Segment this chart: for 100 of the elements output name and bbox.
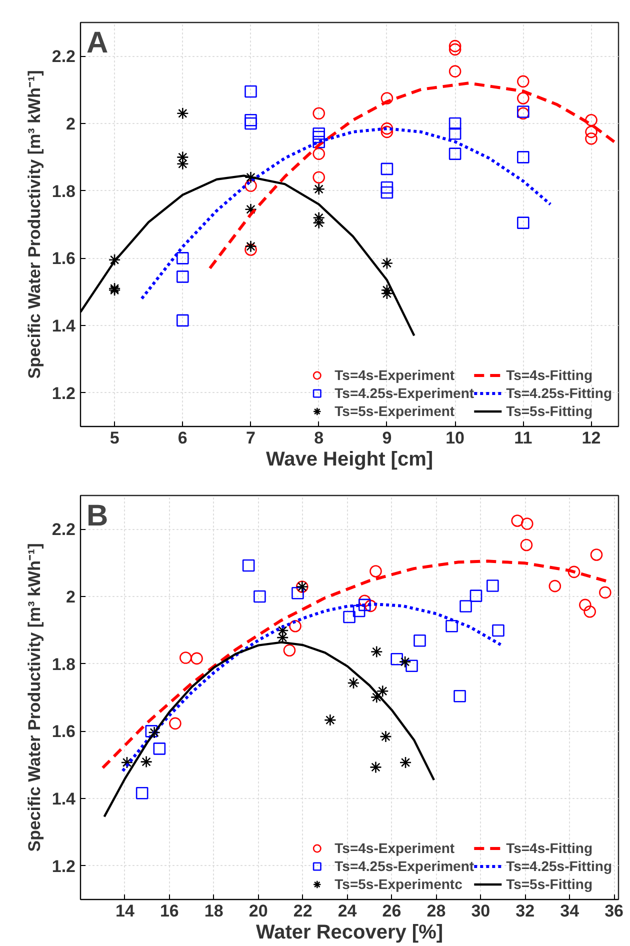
y-tick-label: 1.8	[52, 182, 76, 201]
point	[312, 171, 326, 184]
point	[568, 566, 580, 578]
point	[292, 586, 304, 600]
point	[289, 620, 302, 632]
point	[370, 565, 382, 578]
x-tick-label: 5	[110, 428, 120, 448]
point	[358, 598, 371, 612]
x-tick-label: 14	[116, 902, 135, 920]
point	[190, 652, 203, 665]
point	[370, 646, 383, 658]
point	[244, 85, 257, 98]
annotation: A	[86, 26, 108, 60]
x-tick-label: 24	[338, 902, 358, 920]
x-tick-label: 10	[446, 428, 465, 448]
x-tick-label: 6	[178, 428, 188, 448]
point	[380, 186, 394, 199]
x-tick-label: 18	[204, 902, 224, 920]
y-tick-label: 1.8	[52, 654, 76, 674]
point	[448, 127, 462, 140]
legend-label: Ts=5s-Fitting	[506, 875, 593, 893]
point	[276, 624, 289, 637]
point	[380, 181, 394, 194]
x-tick-label: 16	[160, 902, 179, 920]
x-tick-label: 8	[314, 428, 324, 448]
x-tick-label: 11	[514, 428, 532, 448]
point	[140, 756, 152, 768]
x-tick-label: 12	[582, 428, 601, 448]
point	[380, 287, 394, 300]
x-axis-title: Water Recovery [%]	[256, 922, 444, 944]
legend-label: Ts=4s-Experiment	[334, 839, 455, 857]
point	[448, 148, 462, 160]
point	[585, 126, 598, 138]
point	[364, 600, 377, 612]
point	[585, 114, 598, 126]
point	[244, 117, 257, 130]
point	[380, 257, 394, 270]
x-tick-label: 26	[382, 902, 402, 920]
legend-label: Ts=5s-Experiment	[334, 402, 455, 420]
y-tick-label: 2.2	[52, 520, 76, 540]
point	[136, 786, 148, 800]
point	[448, 65, 462, 78]
point	[343, 610, 356, 624]
legend-label: Ts=4s-Experiment	[334, 366, 455, 384]
point	[380, 126, 394, 138]
point	[380, 162, 394, 176]
point	[520, 538, 533, 552]
point	[176, 252, 189, 264]
annotation: B	[86, 500, 108, 532]
point	[283, 644, 296, 657]
point	[244, 114, 257, 126]
point	[448, 40, 462, 52]
point	[548, 580, 562, 592]
point	[399, 756, 412, 769]
y-tick-label: 1.2	[52, 856, 76, 876]
point	[312, 183, 326, 196]
x-tick-label: 34	[560, 902, 580, 920]
point	[244, 240, 257, 253]
y-tick-label: 1.4	[52, 316, 76, 336]
y-tick-label: 1.2	[52, 384, 76, 403]
point	[145, 725, 158, 738]
point	[517, 216, 530, 229]
y-axis-title: Specific Water Productivity [m³ kWh⁻¹]	[24, 543, 44, 852]
y-axis-title: Specific Water Productivity [m³ kWh⁻¹]	[24, 70, 44, 379]
point	[376, 684, 389, 698]
point	[446, 620, 458, 632]
point	[324, 714, 336, 726]
point	[370, 691, 383, 704]
x-tick-label: 7	[246, 428, 256, 448]
y-tick-label: 2.2	[52, 47, 76, 66]
point	[180, 652, 192, 664]
point	[312, 148, 326, 160]
legend-label: Ts=4s-Fitting	[506, 839, 593, 857]
point	[148, 726, 160, 739]
point	[448, 43, 462, 56]
point	[520, 518, 534, 530]
point	[176, 158, 189, 170]
legend-label: Ts=4.25s-Fitting	[506, 857, 612, 875]
point	[176, 107, 189, 120]
point	[579, 598, 592, 612]
line-series	[140, 127, 552, 300]
x-tick-label: 22	[293, 902, 312, 920]
point	[352, 604, 366, 618]
point	[517, 92, 530, 104]
legend-label: Ts=4.25s-Experiment	[334, 857, 474, 875]
point	[398, 656, 412, 668]
point	[176, 270, 189, 283]
x-tick-label: 28	[426, 902, 446, 920]
point	[242, 559, 255, 572]
point	[460, 600, 472, 612]
x-tick-label: 32	[516, 902, 535, 920]
legend-label: Ts=4.25s-Fitting	[506, 384, 612, 402]
point	[244, 171, 257, 184]
legend-label: Ts=5s-Fitting	[506, 402, 593, 420]
point	[347, 676, 360, 690]
point	[120, 756, 134, 769]
point	[492, 624, 504, 637]
point	[414, 634, 426, 647]
x-tick-label: 30	[471, 902, 490, 920]
point	[380, 730, 392, 743]
